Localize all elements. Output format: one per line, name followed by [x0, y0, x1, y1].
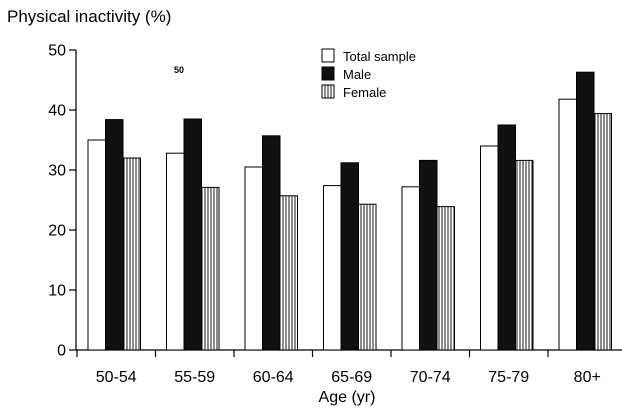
legend: Total sample Male Female [321, 48, 416, 100]
x-tick-label: 50-54 [96, 369, 137, 386]
bar-female-70-74 [436, 206, 455, 351]
bar-total-sample-70-74 [401, 186, 420, 351]
bar-female-55-59 [201, 186, 220, 351]
bars [87, 71, 612, 351]
x-axis-title: Age (yr) [319, 389, 376, 406]
bar-female-65-69 [358, 203, 377, 351]
bar-female-60-64 [279, 195, 298, 351]
legend-swatch-total-sample [321, 48, 335, 63]
bar-total-sample-75-79 [480, 145, 499, 351]
legend-swatch-male [321, 66, 335, 81]
x-tick-label: 70-74 [410, 369, 451, 386]
x-axis: 50-54 55-59 60-64 65-69 70-74 75-79 80+ [76, 349, 622, 386]
x-tick-label: 80+ [574, 369, 601, 386]
bar-male-65-69 [340, 162, 359, 351]
legend-label-male: Male [343, 67, 371, 82]
legend-swatch-female [321, 84, 335, 99]
bar-female-80+ [593, 113, 612, 351]
bar-male-60-64 [262, 135, 281, 351]
legend-label-female: Female [343, 85, 386, 100]
y-tick-label: 50 [48, 43, 66, 60]
bar-male-55-59 [183, 118, 202, 351]
bar-total-sample-65-69 [323, 185, 342, 351]
bar-total-sample-80+ [558, 98, 577, 351]
bar-male-75-79 [497, 124, 516, 351]
legend-label-total-sample: Total sample [343, 49, 416, 64]
y-axis: 0 10 20 30 40 50 [48, 43, 77, 360]
bar-male-50-54 [105, 119, 124, 351]
y-tick-label: 20 [48, 223, 66, 240]
x-tick-label: 60-64 [253, 369, 294, 386]
bar-female-75-79 [515, 159, 534, 351]
x-tick-label: 55-59 [174, 369, 215, 386]
stray-annotation: 50 [174, 65, 184, 75]
y-tick-label: 30 [48, 163, 66, 180]
x-tick-label: 65-69 [331, 369, 372, 386]
bar-total-sample-55-59 [166, 152, 185, 351]
bar-male-80+ [576, 71, 595, 351]
y-tick-label: 40 [48, 103, 66, 120]
y-tick-label: 10 [48, 283, 66, 300]
bar-female-50-54 [122, 157, 141, 351]
bar-male-70-74 [419, 159, 438, 351]
y-tick-label: 0 [57, 343, 66, 360]
x-tick-label: 75-79 [488, 369, 529, 386]
bar-total-sample-60-64 [244, 166, 263, 351]
bar-total-sample-50-54 [87, 139, 106, 351]
chart-title: Physical inactivity (%) [7, 7, 171, 26]
